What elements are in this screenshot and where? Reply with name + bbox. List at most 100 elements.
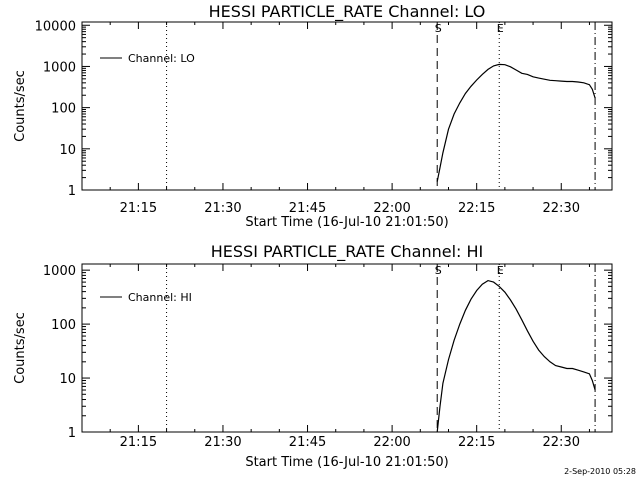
- data-point: [482, 74, 483, 75]
- data-point: [560, 366, 562, 368]
- x-tick-label: 22:15: [458, 201, 495, 216]
- data-point: [594, 389, 596, 391]
- y-tick-label: 10: [59, 143, 76, 158]
- data-point: [448, 128, 449, 130]
- chart-panel-2: HESSI PARTICLE_RATE Channel: HI 21:15 21:3…: [13, 242, 613, 470]
- data-point: [555, 80, 556, 82]
- data-point: [532, 340, 534, 342]
- data-point: [476, 79, 477, 81]
- data-point: [436, 431, 438, 433]
- data-point: [459, 102, 461, 104]
- data-point: [442, 152, 444, 154]
- x-tick-label: 22:00: [373, 435, 410, 450]
- x-tick-label: 22:30: [543, 201, 580, 216]
- x-tick-label: 22:00: [373, 201, 410, 216]
- data-point: [436, 181, 438, 182]
- data-point: [439, 405, 441, 407]
- y-tick-label: 1: [68, 426, 76, 441]
- chart-panel-1: HESSI PARTICLE_RATE Channel: LO 21:15 21:3…: [13, 2, 613, 230]
- data-point: [521, 73, 523, 74]
- data-point: [470, 85, 472, 87]
- data-point: [465, 93, 466, 94]
- data-point: [566, 81, 568, 82]
- series-line-1: [436, 279, 596, 433]
- data-point: [589, 373, 590, 375]
- data-point: [538, 77, 540, 79]
- data-point: [527, 74, 528, 75]
- data-point: [498, 286, 500, 287]
- data-point: [589, 84, 590, 86]
- data-point: [591, 380, 593, 381]
- data-point: [442, 382, 444, 384]
- x-tick-label: 21:45: [289, 201, 326, 216]
- data-point: [549, 80, 551, 81]
- data-point: [572, 81, 573, 82]
- x-tick-label: 21:45: [289, 435, 326, 450]
- data-point: [498, 64, 500, 65]
- data-point: [594, 97, 596, 99]
- y-tick-label: 10: [59, 372, 76, 387]
- event-marker-label: E: [497, 22, 504, 35]
- x-tick-label: 22:15: [458, 435, 495, 450]
- data-point: [453, 340, 455, 341]
- data-point: [510, 66, 511, 68]
- y-tick-label: 1000: [43, 264, 76, 279]
- data-point: [459, 323, 461, 325]
- data-point: [493, 65, 494, 67]
- x-axis-label: Start Time (16-Jul-10 21:01:50): [245, 215, 448, 230]
- data-point: [555, 365, 556, 366]
- data-point: [527, 330, 528, 332]
- plot-frame: [81, 263, 613, 433]
- data-point: [493, 281, 494, 283]
- data-point: [465, 310, 466, 311]
- event-marker-label: S: [435, 22, 442, 35]
- legend-label: Channel: HI: [128, 291, 192, 304]
- y-tick-label: 100: [51, 102, 76, 117]
- data-point: [504, 291, 506, 293]
- data-point: [591, 88, 593, 90]
- y-tick-label: 100: [51, 318, 76, 333]
- legend-label: Channel: LO: [128, 52, 195, 65]
- data-point: [572, 368, 573, 369]
- data-point: [521, 319, 523, 321]
- data-point: [470, 298, 472, 300]
- y-tick-label: 1000: [43, 60, 76, 75]
- x-tick-label: 22:30: [543, 435, 580, 450]
- y-tick-label: 1: [68, 184, 76, 199]
- y-axis-label: Counts/sec: [13, 312, 28, 384]
- data-point: [577, 369, 579, 371]
- chart-title: HESSI PARTICLE_RATE Channel: LO: [209, 2, 486, 22]
- x-tick-label: 21:30: [204, 201, 241, 216]
- chart-title: HESSI PARTICLE_RATE Channel: HI: [211, 242, 484, 262]
- x-axis-label: Start Time (16-Jul-10 21:01:50): [245, 455, 448, 470]
- y-tick-label: 10000: [35, 19, 76, 34]
- data-point: [487, 280, 489, 281]
- data-point: [439, 167, 441, 168]
- data-point: [566, 368, 568, 369]
- plot-frame: [81, 21, 613, 191]
- y-axis-label: Counts/sec: [13, 70, 28, 142]
- data-point: [504, 64, 506, 66]
- data-point: [583, 82, 585, 84]
- series-line-1: [436, 63, 596, 182]
- data-point: [532, 76, 534, 78]
- data-point: [560, 80, 562, 82]
- data-point: [515, 69, 517, 71]
- data-point: [544, 78, 545, 80]
- data-point: [476, 290, 477, 291]
- data-point: [515, 308, 517, 310]
- data-point: [487, 69, 489, 70]
- data-point: [544, 356, 545, 357]
- data-point: [549, 361, 551, 363]
- data-point: [538, 349, 540, 351]
- data-point: [577, 81, 579, 83]
- event-marker-label: S: [435, 264, 442, 277]
- event-marker-label: E: [497, 264, 504, 277]
- data-point: [448, 359, 449, 360]
- data-point: [583, 371, 585, 373]
- x-tick-label: 21:30: [204, 435, 241, 450]
- data-point: [482, 283, 483, 285]
- date-stamp: 2-Sep-2010 05:28: [564, 467, 636, 476]
